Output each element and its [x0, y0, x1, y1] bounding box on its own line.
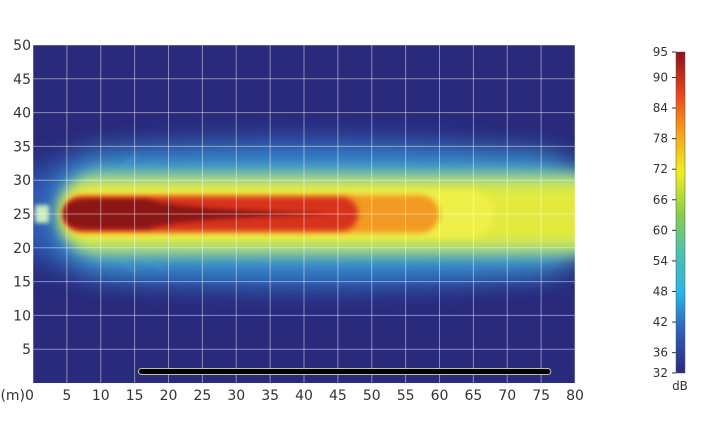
colorbar-gradient [675, 51, 686, 374]
y-tick-label: 10 [13, 308, 31, 324]
colorbar-tick-label: 90 [653, 70, 668, 84]
y-tick-label: 35 [13, 139, 31, 155]
sound-source [35, 205, 50, 223]
x-tick-label: 10 [92, 388, 110, 404]
colorbar-label: dB [672, 379, 688, 393]
x-tick-label: 30 [227, 388, 245, 404]
x-tick-label: 35 [261, 388, 279, 404]
x-tick-label: 70 [498, 388, 516, 404]
y-tick-label: 50 [13, 38, 31, 54]
x-tick-label: 75 [532, 388, 550, 404]
colorbar-tick-label: 66 [653, 193, 668, 207]
y-tick-label: 40 [13, 106, 31, 122]
colorbar-tick-label: 48 [653, 284, 668, 298]
x-tick-label: 50 [363, 388, 381, 404]
x-tick-label: 80 [566, 388, 584, 404]
x-tick-label: 55 [397, 388, 415, 404]
colorbar-tick-label: 72 [653, 162, 668, 176]
colorbar-tick-label: 54 [653, 254, 668, 268]
x-tick-label: 40 [295, 388, 313, 404]
colorbar-tick-label: 84 [653, 101, 668, 115]
y-tick-label: 45 [13, 72, 31, 88]
colorbar: 95 90 84 78 72 66 60 54 48 42 36 32 dB [653, 45, 688, 393]
x-tick-label: 5 [62, 388, 71, 404]
y-tick-label: 20 [13, 241, 31, 257]
x-tick-label: 15 [126, 388, 144, 404]
x-tick-label: 20 [160, 388, 178, 404]
y-tick-label: 5 [22, 342, 31, 358]
y-tick-label: 25 [13, 207, 31, 223]
x-tick-label: 45 [329, 388, 347, 404]
x-tick-label: 65 [464, 388, 482, 404]
colorbar-tick-label: 78 [653, 132, 668, 146]
x-tick-label: 60 [431, 388, 449, 404]
plot-area [33, 45, 575, 383]
heat-layer-93db [63, 199, 332, 229]
x-tick-label: 0 [25, 388, 34, 404]
colorbar-tick-label: 42 [653, 315, 668, 329]
y-tick-label: 15 [13, 275, 31, 291]
colorbar-tick-label: 60 [653, 223, 668, 237]
colorbar-tick-label: 95 [653, 45, 668, 59]
y-tick-label: 30 [13, 173, 31, 189]
colorbar-tick-label: 36 [653, 346, 668, 360]
colorbar-tick-label: 32 [653, 366, 668, 380]
x-tick-label: 25 [193, 388, 211, 404]
x-unit-label: (m) [0, 388, 25, 404]
